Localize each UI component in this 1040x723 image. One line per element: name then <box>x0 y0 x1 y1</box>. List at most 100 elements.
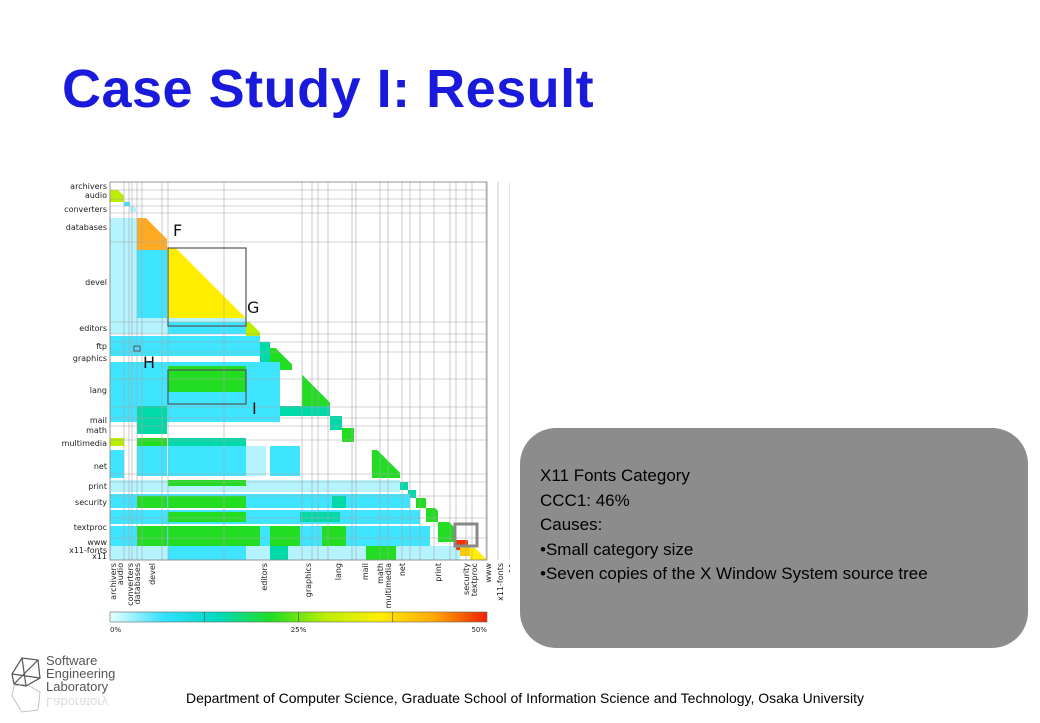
colorbar-tick-label: 50% <box>471 626 487 634</box>
col-label: multimedia <box>384 563 393 608</box>
matrix-cell <box>246 446 266 476</box>
row-label: x11 <box>92 552 107 561</box>
matrix-cell <box>270 546 288 560</box>
matrix-upper-mask <box>110 182 487 560</box>
callout-line-4: •Small category size <box>540 539 694 559</box>
matrix-cell <box>270 446 300 476</box>
highlight-box-x11-fonts <box>453 522 479 548</box>
logo-line-2: Engineering <box>46 666 115 681</box>
matrix-cell <box>168 322 246 334</box>
col-label: audio <box>116 563 125 585</box>
matrix-cell <box>416 498 426 508</box>
callout-line-1: X11 Fonts Category <box>540 466 690 485</box>
row-label: lang <box>90 386 107 395</box>
matrix-cell <box>332 496 346 508</box>
col-label: textproc <box>470 563 479 596</box>
matrix-cell <box>168 496 246 508</box>
row-label: www <box>87 538 107 547</box>
callout-box <box>520 428 1028 648</box>
matrix-frame <box>109 181 488 561</box>
row-label: graphics <box>73 354 107 363</box>
matrix-cell <box>137 446 167 476</box>
callout-line-3: Causes: <box>540 515 603 534</box>
row-label: archivers <box>70 182 107 191</box>
matrix-cell <box>110 438 124 446</box>
matrix-cell <box>137 510 167 524</box>
row-label: mail <box>90 416 107 425</box>
row-label: databases <box>66 223 107 232</box>
logo-reflection: Laboratory <box>46 695 109 710</box>
matrix-cell <box>246 526 260 546</box>
matrix-cell <box>408 490 416 498</box>
col-label: mail <box>361 563 370 580</box>
col-label: math <box>376 563 385 584</box>
lab-logo: Software Engineering Laboratory Laborato… <box>6 652 124 718</box>
col-label: net <box>398 563 407 576</box>
row-label: multimedia <box>62 439 107 448</box>
annotation-box-g <box>167 247 247 327</box>
matrix-cell <box>168 438 246 446</box>
slide-footer: Department of Computer Science, Graduate… <box>186 690 865 706</box>
row-label: x11-fonts <box>69 546 107 555</box>
row-label: converters <box>64 205 107 214</box>
col-label: security <box>462 563 471 595</box>
matrix-cell <box>110 336 260 356</box>
matrix-cell <box>366 546 396 560</box>
matrix-cell <box>342 428 354 442</box>
matrix-cell <box>330 416 342 430</box>
annotation-label: H <box>143 353 155 372</box>
colorbar-tick-label: 0% <box>110 626 121 634</box>
lab-network-icon: Software Engineering Laboratory Laborato… <box>11 653 115 713</box>
matrix-cell <box>270 526 300 546</box>
logo-line-1: Software <box>46 653 97 668</box>
annotation-box-i <box>167 369 247 405</box>
row-label: print <box>88 482 107 491</box>
row-label: textproc <box>74 523 107 532</box>
matrix-cell <box>322 526 346 546</box>
callout-text: X11 Fonts Category CCC1: 46% Causes: •Sm… <box>540 464 1010 587</box>
col-label: converters <box>126 563 135 606</box>
matrix-cell <box>168 546 246 560</box>
col-label: lang <box>334 563 343 580</box>
col-label: x11 <box>508 563 510 578</box>
col-label: devel <box>148 563 157 585</box>
row-label: editors <box>79 324 107 333</box>
matrix-cell <box>110 450 124 478</box>
col-label: www <box>484 563 493 583</box>
matrix-cell <box>124 202 130 206</box>
col-label: editors <box>260 563 269 591</box>
matrix-cell <box>300 512 340 522</box>
callout-line-5: •Seven copies of the X Window System sou… <box>540 564 928 583</box>
col-label: archivers <box>109 563 118 600</box>
matrix-cell <box>438 522 456 542</box>
callout-line-2: CCC1: 46% <box>540 490 630 510</box>
matrix-chart: FGHIarchiversaudioconvertersdatabasesdev… <box>62 181 510 634</box>
col-label: databases <box>133 563 142 604</box>
matrix-cell <box>400 482 408 490</box>
col-label: print <box>434 563 443 582</box>
matrix-cell <box>168 480 246 486</box>
annotation-label: G <box>247 298 259 317</box>
matrix-cell <box>168 512 246 522</box>
matrix-cell <box>280 406 330 416</box>
colorbar-tick-label: 25% <box>291 626 307 634</box>
col-label: x11-fonts <box>496 563 505 601</box>
annotation-box-h <box>133 345 141 352</box>
matrix-cell <box>460 546 470 556</box>
row-label: devel <box>85 278 107 287</box>
row-label: audio <box>85 191 107 200</box>
slide-title: Case Study I: Result <box>62 59 595 119</box>
annotation-label: I <box>252 399 257 418</box>
matrix-cell <box>426 508 438 522</box>
matrix-cell <box>137 438 167 446</box>
logo-line-3: Laboratory <box>46 679 109 694</box>
matrix-cell <box>168 446 246 476</box>
matrix-cell <box>137 496 167 508</box>
col-label: graphics <box>304 563 313 597</box>
row-label: security <box>75 498 107 507</box>
row-label: math <box>86 426 107 435</box>
row-label: ftp <box>96 342 107 351</box>
row-label: net <box>94 462 107 471</box>
matrix-cell <box>137 406 167 434</box>
